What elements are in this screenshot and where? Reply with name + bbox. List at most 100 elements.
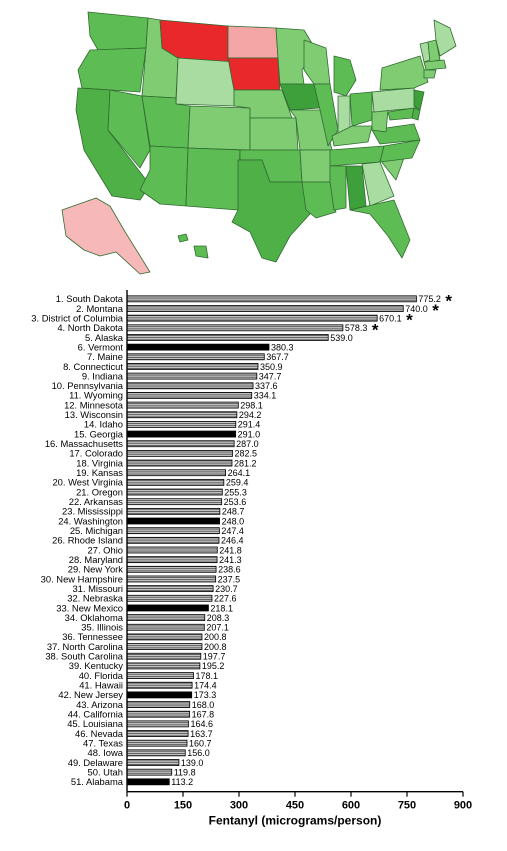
value-label: 238.6 xyxy=(218,565,241,575)
value-label: 367.7 xyxy=(266,352,289,362)
value-label: 174.4 xyxy=(194,681,217,691)
category-label: 39. Kentucky xyxy=(69,660,124,671)
value-label: 380.3 xyxy=(271,342,294,352)
bar xyxy=(126,382,254,390)
map-state-nv xyxy=(107,89,151,169)
category-label: 30. New Hampshire xyxy=(41,573,123,584)
bar xyxy=(126,295,417,303)
map-state-hi xyxy=(177,233,209,259)
bar xyxy=(126,585,214,593)
value-label: 294.2 xyxy=(239,410,262,420)
value-label: 334.1 xyxy=(254,391,277,401)
x-tick-label: 900 xyxy=(454,800,472,812)
category-label: 43. Arizona xyxy=(76,699,124,710)
value-label: 248.0 xyxy=(222,516,245,526)
us-choropleth-map xyxy=(61,11,457,275)
bar xyxy=(126,575,217,583)
category-label: 16. Massachusetts xyxy=(45,438,123,449)
value-label: 282.5 xyxy=(234,449,257,459)
bar xyxy=(126,556,218,564)
category-label: 4. North Dakota xyxy=(57,322,123,333)
category-label: 23. Mississippi xyxy=(62,506,123,517)
value-label: 264.1 xyxy=(228,468,251,478)
category-label: 47. Texas xyxy=(83,737,123,748)
value-label: 208.3 xyxy=(207,613,230,623)
value-label: 200.8 xyxy=(204,632,227,642)
category-label: 2. Montana xyxy=(76,303,124,314)
bar xyxy=(126,614,206,622)
map-state-nj xyxy=(413,89,425,111)
bar xyxy=(126,507,221,515)
bar xyxy=(126,604,209,612)
bar xyxy=(126,527,220,535)
significance-marker: * xyxy=(372,320,379,339)
value-label: 113.2 xyxy=(171,777,193,787)
map-state-ma xyxy=(423,59,447,71)
category-label: 37. North Carolina xyxy=(47,641,124,652)
map-state-wa xyxy=(87,11,149,51)
bar xyxy=(126,720,189,728)
map-state-sd xyxy=(227,57,281,91)
category-label: 35. Illinois xyxy=(81,622,123,633)
category-label: 28. Maryland xyxy=(69,554,123,565)
bar xyxy=(126,488,223,496)
bar xyxy=(126,401,239,409)
bar-chart: 1. South Dakota 775.2 *2. Montana 740.0 *3. … xyxy=(31,290,472,828)
bar xyxy=(126,681,193,689)
bar xyxy=(126,324,344,332)
map-state-ak xyxy=(61,197,151,275)
value-label: 253.6 xyxy=(224,497,247,507)
map-state-ks xyxy=(249,117,299,151)
bar xyxy=(126,430,237,438)
map-state-or xyxy=(77,47,147,93)
category-label: 1. South Dakota xyxy=(56,293,124,304)
bar xyxy=(126,778,170,786)
map-state-fl xyxy=(349,199,411,259)
value-label: 139.0 xyxy=(181,758,204,768)
value-label: 281.2 xyxy=(234,458,257,468)
category-label: 17. Colorado xyxy=(69,448,123,459)
value-label: 156.0 xyxy=(187,748,210,758)
bar xyxy=(126,759,180,766)
value-label: 207.1 xyxy=(206,623,229,633)
value-label: 259.4 xyxy=(226,478,249,488)
bar xyxy=(126,701,191,708)
value-label: 173.3 xyxy=(194,690,217,700)
category-label: 29. New York xyxy=(68,564,124,575)
x-tick-label: 150 xyxy=(174,800,192,812)
bar xyxy=(126,536,220,544)
value-label: 350.9 xyxy=(260,362,283,372)
map-state-wv xyxy=(371,109,389,133)
value-label: 255.3 xyxy=(224,487,247,497)
value-label: 246.4 xyxy=(221,536,244,546)
map-state-co xyxy=(187,105,251,151)
category-label: 49. Delaware xyxy=(68,757,123,768)
map-state-me xyxy=(433,19,457,57)
category-label: 19. Kansas xyxy=(76,467,123,478)
bar xyxy=(126,643,203,650)
category-label: 24. Washington xyxy=(58,515,123,526)
value-label: 241.3 xyxy=(219,555,242,565)
category-label: 9. Indiana xyxy=(82,370,124,381)
significance-marker: * xyxy=(432,301,439,320)
value-label: 241.8 xyxy=(219,545,242,555)
value-label: 291.0 xyxy=(238,429,261,439)
value-label: 578.3 xyxy=(345,323,368,333)
category-label: 8. Connecticut xyxy=(63,361,123,372)
value-label: 287.0 xyxy=(236,439,259,449)
map-state-ga xyxy=(361,161,395,207)
bar xyxy=(126,730,189,737)
category-label: 46. Nevada xyxy=(75,728,124,739)
x-tick-label: 450 xyxy=(286,800,304,812)
bar xyxy=(126,768,173,776)
value-label: 237.5 xyxy=(218,574,241,584)
category-label: 45. Louisiana xyxy=(67,718,124,729)
bar xyxy=(126,440,235,448)
value-label: 178.1 xyxy=(195,671,218,681)
category-label: 31. Missouri xyxy=(72,583,123,594)
map-state-ky xyxy=(331,125,373,147)
value-label: 347.7 xyxy=(259,371,282,381)
value-label: 218.1 xyxy=(210,603,233,613)
value-label: 197.7 xyxy=(203,652,226,662)
significance-marker: * xyxy=(445,291,452,310)
